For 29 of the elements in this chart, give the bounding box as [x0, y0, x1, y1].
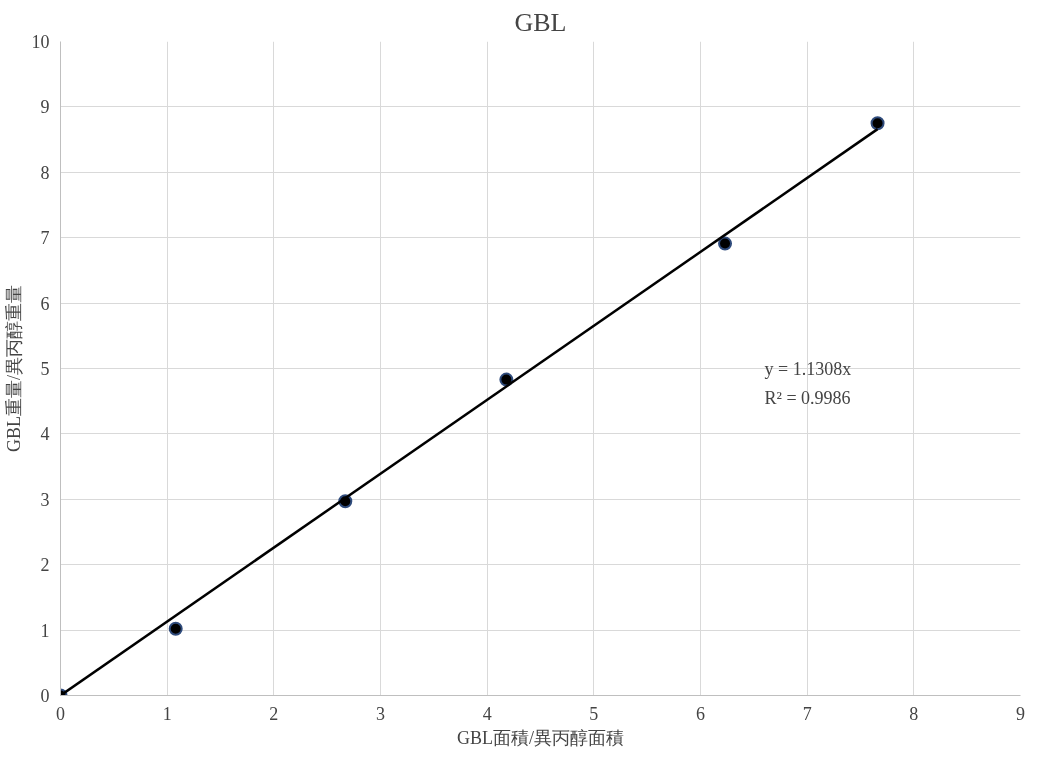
x-tick-label: 1	[162, 703, 172, 724]
x-axis-title: GBL面積/異丙醇面積	[457, 727, 625, 748]
y-tick-label: 2	[40, 555, 50, 576]
y-tick-label: 4	[40, 424, 50, 445]
y-tick-label: 1	[40, 620, 50, 641]
y-tick-label: 9	[40, 97, 50, 118]
annotation: y = 1.1308x	[764, 358, 852, 379]
x-tick-label: 8	[909, 703, 919, 724]
y-tick-label: 6	[40, 293, 50, 314]
y-tick-label: 7	[40, 228, 50, 249]
y-tick-label: 5	[40, 359, 50, 379]
y-tick-label: 3	[40, 489, 50, 510]
x-tick-label: 5	[589, 703, 599, 724]
x-tick-label: 2	[269, 703, 279, 724]
x-tick-label: 3	[376, 703, 385, 724]
x-tick-label: 9	[1016, 703, 1025, 724]
point	[168, 621, 183, 636]
x-tick-label: 0	[56, 703, 65, 724]
annotation: R² = 0.9986	[764, 387, 851, 408]
x-tick-label: 6	[696, 703, 705, 724]
y-tick-label: 0	[40, 686, 50, 706]
y-tick-label: 10	[31, 32, 50, 52]
point	[870, 116, 885, 131]
chart-title: GBL	[514, 7, 567, 37]
y-axis-title: GBL重量/異丙醇重量	[3, 284, 24, 452]
x-tick-label: 7	[802, 703, 812, 724]
y-tick-label: 8	[40, 162, 50, 183]
point	[718, 236, 733, 251]
x-tick-label: 4	[482, 703, 492, 724]
